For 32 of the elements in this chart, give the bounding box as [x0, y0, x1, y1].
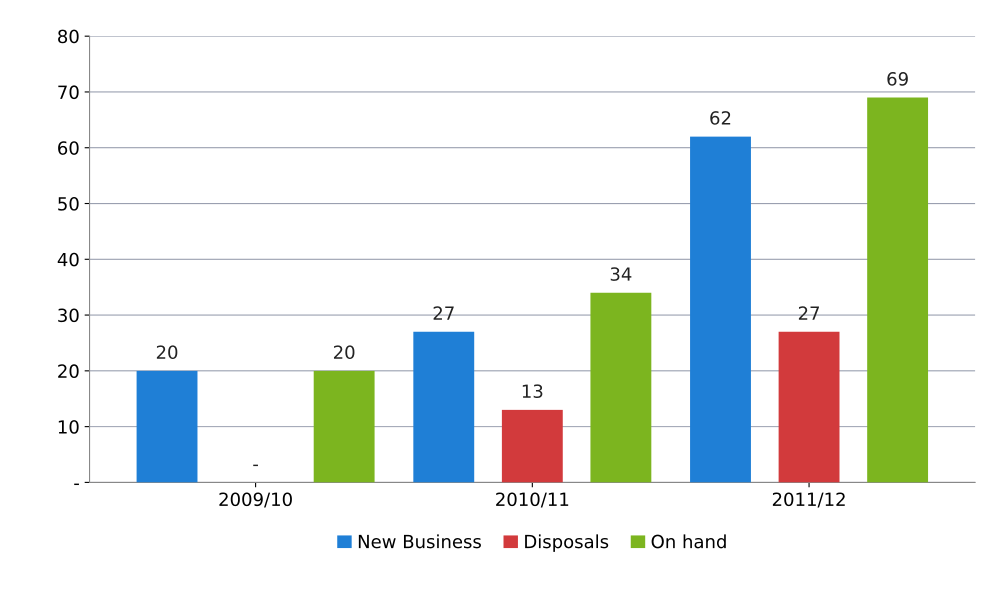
- data-label: 62: [710, 111, 730, 125]
- y-tick-label: 60: [58, 141, 79, 155]
- bar: [136, 370, 198, 482]
- y-tick-label: 10: [58, 420, 79, 434]
- data-label: 27: [434, 306, 454, 320]
- x-tick-label: 2009/10: [219, 492, 292, 508]
- bar: [413, 332, 474, 482]
- bar: [778, 332, 840, 482]
- legend-label: On hand: [652, 534, 726, 548]
- y-tick-label: 40: [58, 252, 79, 266]
- y-tick-label: -: [74, 484, 79, 486]
- y-tick-label: 70: [58, 85, 79, 100]
- y-tick-label: 30: [58, 308, 79, 322]
- bar: [590, 292, 652, 482]
- data-label: 20: [334, 345, 354, 360]
- y-tick-label: 80: [58, 30, 79, 44]
- bar: [314, 370, 375, 482]
- data-label: -: [253, 464, 258, 466]
- y-tick-label: 50: [58, 196, 79, 211]
- data-label: 34: [610, 267, 632, 281]
- legend-label: Disposals: [525, 534, 608, 552]
- bar: [690, 136, 751, 482]
- x-tick-label: 2011/12: [772, 492, 845, 508]
- x-tick-label: 2010/11: [496, 492, 568, 508]
- data-label: 13: [522, 384, 542, 398]
- legend-label: New Business: [358, 534, 481, 548]
- bar: [867, 98, 928, 482]
- y-tick-label: 20: [58, 364, 79, 378]
- bar: [502, 410, 563, 482]
- data-label: 69: [887, 72, 908, 86]
- data-label: 27: [798, 306, 820, 320]
- data-label: 20: [156, 345, 178, 360]
